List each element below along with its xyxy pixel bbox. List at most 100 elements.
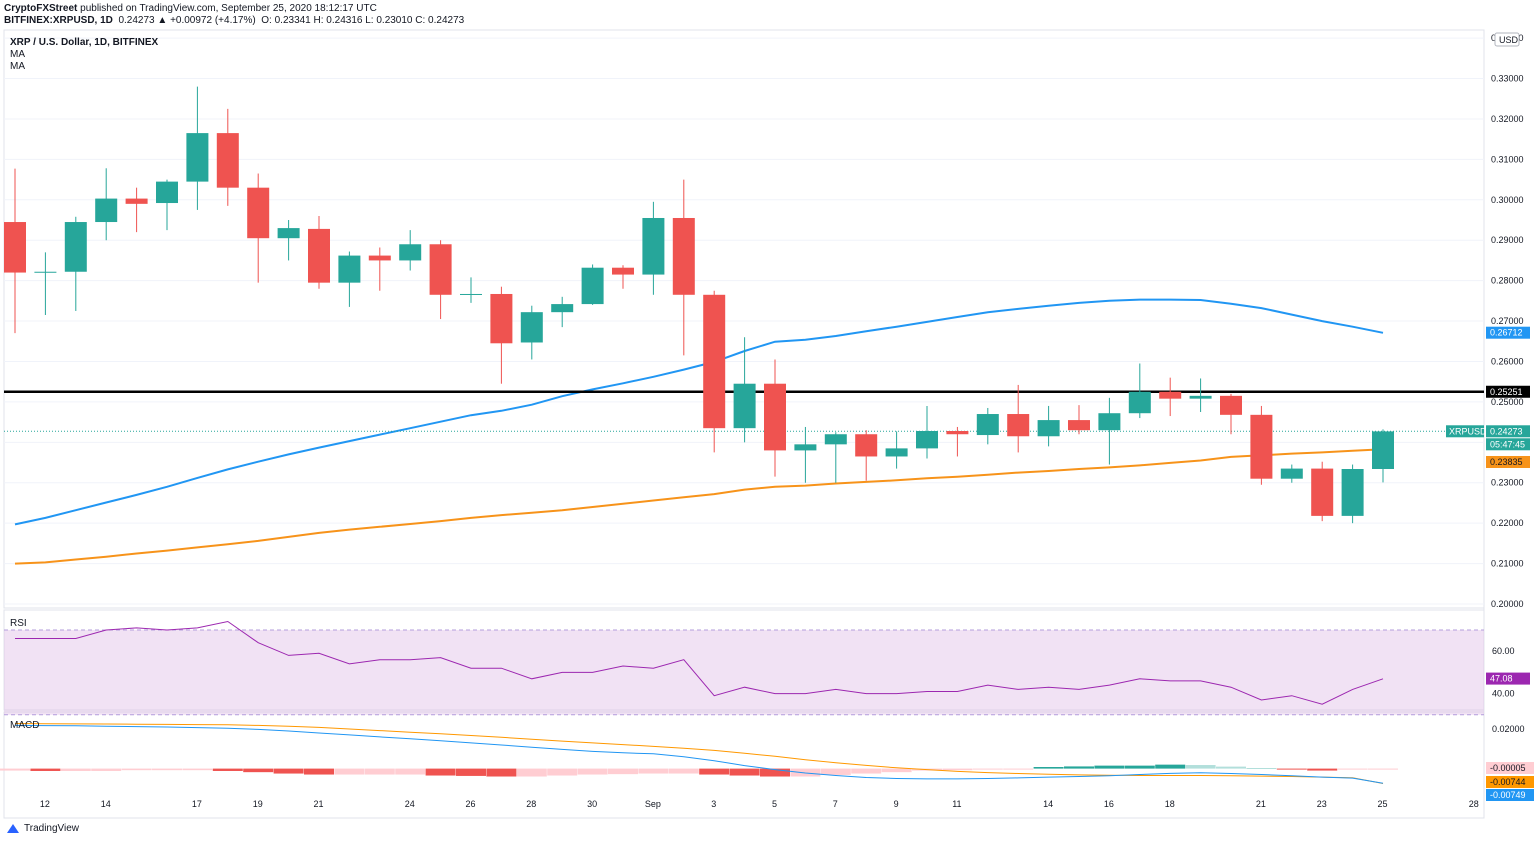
candle[interactable]	[186, 86, 209, 210]
publisher-name[interactable]: CryptoFXStreet	[4, 3, 78, 14]
rsi-value-tag[interactable]	[1486, 672, 1530, 685]
candle[interactable]	[368, 247, 391, 291]
macd-histogram-bar	[1003, 768, 1034, 770]
rsi-line	[15, 620, 1384, 705]
price-tick-label: 0.29000	[1491, 235, 1524, 245]
candle[interactable]	[1007, 384, 1030, 453]
x-tick-label: 30	[587, 799, 597, 809]
ma-blue-tag[interactable]	[1486, 326, 1530, 339]
candle-body	[824, 434, 847, 445]
legend-ma-1[interactable]: MA	[10, 49, 25, 60]
candle[interactable]	[916, 405, 938, 459]
macd-line	[14, 724, 1384, 784]
candle[interactable]	[216, 108, 239, 206]
candle[interactable]	[794, 426, 817, 483]
x-tick-label: 16	[1104, 799, 1114, 809]
candle-body	[642, 217, 665, 275]
candle[interactable]	[703, 290, 726, 453]
hline-tag[interactable]	[1486, 385, 1530, 398]
price-tag[interactable]	[1486, 425, 1530, 438]
candle[interactable]	[1068, 405, 1090, 435]
ohlc-values: O: 0.23341 H: 0.24316 L: 0.23010 C: 0.24…	[261, 15, 465, 26]
price-tick-label: 0.21000	[1491, 559, 1524, 569]
candle[interactable]	[1128, 363, 1151, 419]
candle[interactable]	[642, 201, 665, 295]
candle[interactable]	[1220, 393, 1242, 435]
candle[interactable]	[1250, 405, 1273, 485]
candle-body	[916, 431, 938, 449]
candle[interactable]	[125, 187, 148, 233]
candle[interactable]	[490, 286, 513, 384]
countdown-tag[interactable]	[1486, 438, 1530, 451]
legend-ma-2[interactable]: MA	[10, 61, 25, 72]
ma-orange-tag-label: 0.23835	[1490, 457, 1523, 467]
x-tick-label: 14	[1043, 799, 1053, 809]
macd-histogram-bar	[1216, 766, 1246, 769]
candle[interactable]	[429, 240, 452, 320]
macd-title[interactable]: MACD	[10, 720, 40, 731]
ma-orange-line	[14, 448, 1384, 565]
candle[interactable]	[612, 265, 634, 289]
macd-line-tag[interactable]	[1486, 789, 1534, 801]
price-change: 0.24273 ▲ +0.00972 (+4.17%)	[118, 15, 256, 26]
candle[interactable]	[520, 305, 543, 360]
candle-body	[976, 414, 999, 436]
candle[interactable]	[4, 168, 26, 334]
candle[interactable]	[551, 296, 574, 328]
price-tick-label: 0.20000	[1491, 599, 1524, 609]
candle-body	[247, 187, 270, 239]
macd-histogram-bar	[729, 768, 760, 776]
candle[interactable]	[1341, 464, 1364, 524]
candle[interactable]	[976, 407, 999, 445]
macd-histogram-bar	[1064, 766, 1094, 769]
candle[interactable]	[399, 230, 422, 271]
candle-body	[64, 222, 87, 272]
candle[interactable]	[34, 252, 57, 315]
candle[interactable]	[1189, 378, 1212, 413]
candle[interactable]	[1372, 429, 1394, 483]
candle[interactable]	[855, 430, 878, 481]
candle[interactable]	[733, 337, 756, 443]
macd-histogram-bar	[486, 768, 517, 777]
macd-hist-tag[interactable]	[1486, 762, 1534, 774]
candle-body	[1128, 391, 1151, 414]
candle[interactable]	[885, 431, 908, 469]
x-tick-label: 18	[1165, 799, 1175, 809]
candle[interactable]	[1098, 397, 1121, 465]
candle[interactable]	[1311, 461, 1334, 522]
candle[interactable]	[156, 179, 178, 231]
candle[interactable]	[672, 179, 695, 356]
candle[interactable]	[460, 277, 482, 303]
candle[interactable]	[946, 426, 969, 457]
candle[interactable]	[824, 432, 847, 483]
candle[interactable]	[1037, 405, 1060, 447]
candle[interactable]	[95, 168, 118, 241]
macd-histogram-bar	[425, 768, 456, 776]
candle[interactable]	[247, 173, 270, 283]
candle[interactable]	[338, 251, 361, 307]
candle-body	[1280, 468, 1303, 479]
macd-signal-tag-label: -0.00744	[1490, 777, 1526, 787]
macd-histogram-bar	[1155, 764, 1186, 769]
macd-tick-label: 0.02000	[1492, 724, 1525, 734]
candle[interactable]	[64, 216, 87, 311]
price-tick-label: 0.23000	[1491, 478, 1524, 488]
currency-badge[interactable]	[1494, 32, 1520, 47]
x-tick-label: 7	[833, 799, 838, 809]
candle[interactable]	[1159, 377, 1182, 417]
symbol-tag[interactable]	[1446, 425, 1484, 438]
macd-histogram-bar	[1337, 768, 1368, 770]
rsi-title[interactable]: RSI	[10, 618, 27, 629]
macd-histogram-bar	[577, 768, 608, 775]
candle[interactable]	[764, 359, 786, 477]
candle[interactable]	[277, 220, 300, 261]
candle[interactable]	[1280, 464, 1303, 483]
candle[interactable]	[308, 215, 330, 289]
ma-orange-tag[interactable]	[1486, 455, 1530, 468]
macd-histogram-bar	[30, 768, 61, 771]
candle-body	[1220, 395, 1242, 415]
tradingview-footer[interactable]: TradingView	[6, 822, 79, 834]
macd-signal-tag[interactable]	[1486, 776, 1534, 788]
candle[interactable]	[581, 264, 604, 305]
